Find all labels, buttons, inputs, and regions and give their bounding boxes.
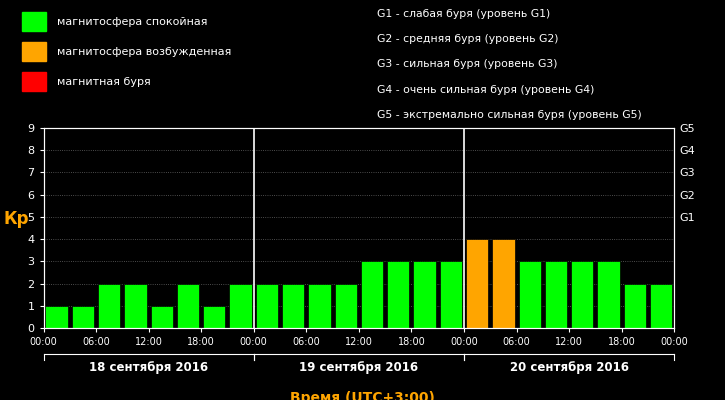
Bar bbox=[282, 284, 304, 328]
Bar bbox=[518, 261, 541, 328]
Text: G3 - сильная буря (уровень G3): G3 - сильная буря (уровень G3) bbox=[377, 60, 558, 70]
Bar bbox=[650, 284, 672, 328]
Text: G2 - средняя буря (уровень G2): G2 - средняя буря (уровень G2) bbox=[377, 34, 558, 44]
Bar bbox=[124, 284, 146, 328]
Text: Время (UTC+3:00): Время (UTC+3:00) bbox=[290, 391, 435, 400]
Text: 18 сентября 2016: 18 сентября 2016 bbox=[89, 362, 208, 374]
Bar bbox=[439, 261, 462, 328]
Bar bbox=[151, 306, 173, 328]
Bar bbox=[466, 239, 489, 328]
Bar bbox=[361, 261, 384, 328]
Bar bbox=[229, 284, 252, 328]
Text: магнитосфера возбужденная: магнитосфера возбужденная bbox=[57, 47, 231, 57]
Bar bbox=[177, 284, 199, 328]
Text: магнитная буря: магнитная буря bbox=[57, 77, 150, 87]
Bar bbox=[492, 239, 515, 328]
Bar bbox=[203, 306, 225, 328]
Bar bbox=[676, 261, 699, 328]
Y-axis label: Кр: Кр bbox=[4, 210, 29, 228]
Bar bbox=[571, 261, 594, 328]
Bar bbox=[413, 261, 436, 328]
Text: G1 - слабая буря (уровень G1): G1 - слабая буря (уровень G1) bbox=[377, 9, 550, 19]
Bar bbox=[624, 284, 646, 328]
Text: 20 сентября 2016: 20 сентября 2016 bbox=[510, 362, 629, 374]
Bar bbox=[544, 261, 567, 328]
Bar bbox=[597, 261, 620, 328]
Bar bbox=[46, 306, 68, 328]
Text: магнитосфера спокойная: магнитосфера спокойная bbox=[57, 17, 207, 26]
Bar bbox=[256, 284, 278, 328]
Bar bbox=[334, 284, 357, 328]
Text: G4 - очень сильная буря (уровень G4): G4 - очень сильная буря (уровень G4) bbox=[377, 84, 594, 94]
Text: 19 сентября 2016: 19 сентября 2016 bbox=[299, 362, 418, 374]
Text: G5 - экстремально сильная буря (уровень G5): G5 - экстремально сильная буря (уровень … bbox=[377, 110, 642, 120]
Bar bbox=[308, 284, 331, 328]
Bar bbox=[72, 306, 94, 328]
Bar bbox=[387, 261, 410, 328]
Bar bbox=[98, 284, 120, 328]
